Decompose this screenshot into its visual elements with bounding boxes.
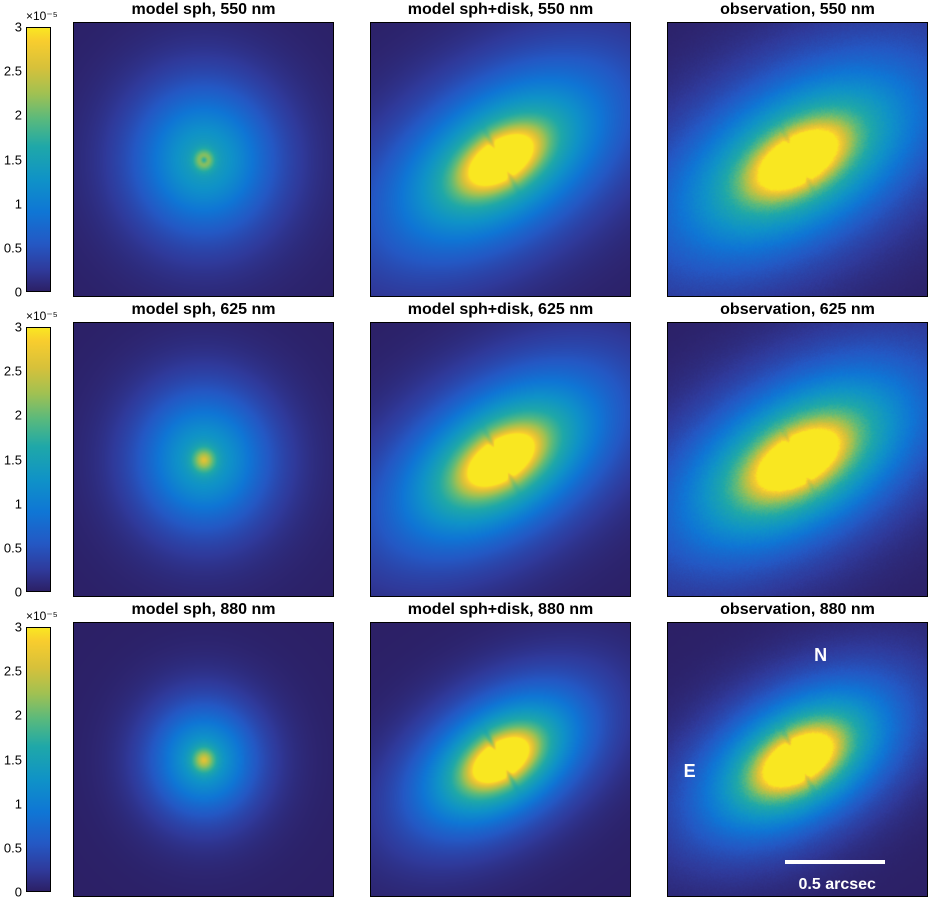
panel-title: observation, 625 nm [720,301,875,323]
colorbar-tick: 3 [15,320,26,335]
panel-sph_disk-625: model sph+disk, 625 nm [370,322,631,597]
colorbar-gradient [26,27,51,292]
colorbar-tick: 2.5 [4,664,26,679]
panel-sph-880: model sph, 880 nm [73,622,334,897]
panel-observation-880: observation, 880 nmNE0.5 arcsec [667,622,928,897]
panel-title: model sph+disk, 550 nm [408,1,593,23]
colorbar-tick: 2 [15,708,26,723]
colorbar-tick: 3 [15,20,26,35]
panel-image [668,623,927,896]
colorbar-tick: 2 [15,408,26,423]
colorbar-tick: 1.5 [4,752,26,767]
colorbar-tick: 0 [15,585,26,600]
panel-image [371,23,630,296]
panel-sph_disk-550: model sph+disk, 550 nm [370,22,631,297]
panel-title: model sph+disk, 880 nm [408,601,593,623]
panel-observation-625: observation, 625 nm [667,322,928,597]
panel-image [371,323,630,596]
colorbar-exponent: ×10⁻⁵ [26,9,58,23]
panel-title: model sph+disk, 625 nm [408,301,593,323]
panel-sph-550: model sph, 550 nm [73,22,334,297]
compass-north-label: N [814,645,827,666]
colorbar-tick: 1 [15,196,26,211]
colorbar-tick: 2.5 [4,364,26,379]
colorbar-exponent: ×10⁻⁵ [26,309,58,323]
colorbar-tick: 0 [15,885,26,900]
colorbar-tick: 1 [15,796,26,811]
colorbar-row2: ×10⁻⁵00.511.522.53 [26,627,51,892]
colorbar-row1: ×10⁻⁵00.511.522.53 [26,327,51,592]
colorbar-gradient [26,627,51,892]
colorbar-tick: 2 [15,108,26,123]
panel-image [668,323,927,596]
colorbar-gradient [26,327,51,592]
figure-root: ×10⁻⁵00.511.522.53model sph, 550 nmmodel… [0,0,941,917]
panel-sph_disk-880: model sph+disk, 880 nm [370,622,631,897]
panel-title: model sph, 625 nm [131,301,275,323]
panel-title: observation, 880 nm [720,601,875,623]
compass-east-label: E [684,761,696,782]
colorbar-tick: 0 [15,285,26,300]
colorbar-tick: 0.5 [4,240,26,255]
panel-image [74,23,333,296]
panel-observation-550: observation, 550 nm [667,22,928,297]
colorbar-tick: 2.5 [4,64,26,79]
scalebar-label: 0.5 arcsec [799,876,876,894]
colorbar-tick: 1.5 [4,452,26,467]
panel-title: model sph, 880 nm [131,601,275,623]
colorbar-exponent: ×10⁻⁵ [26,609,58,623]
colorbar-tick: 0.5 [4,540,26,555]
panel-image [74,623,333,896]
panel-title: model sph, 550 nm [131,1,275,23]
panel-image [668,23,927,296]
scalebar [785,860,884,864]
colorbar-tick: 1.5 [4,152,26,167]
colorbar-tick: 3 [15,620,26,635]
colorbar-row0: ×10⁻⁵00.511.522.53 [26,27,51,292]
colorbar-tick: 0.5 [4,840,26,855]
panel-title: observation, 550 nm [720,1,875,23]
panel-image [371,623,630,896]
panel-image [74,323,333,596]
panel-sph-625: model sph, 625 nm [73,322,334,597]
colorbar-tick: 1 [15,496,26,511]
